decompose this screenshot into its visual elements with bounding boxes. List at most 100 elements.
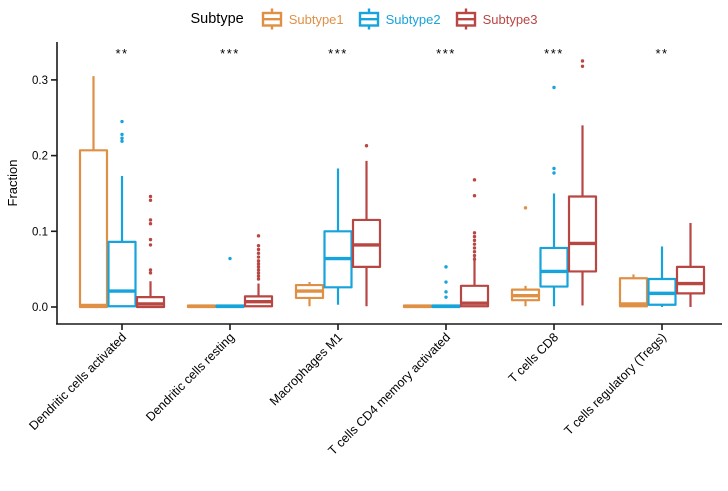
box-subtype1-cat6 — [618, 274, 649, 308]
outlier-point — [472, 178, 477, 182]
box-subtype2-cat4 — [431, 265, 461, 309]
x-category-label: T cells CD4 memory activated — [325, 330, 453, 458]
outlier-point — [148, 194, 153, 199]
legend-item-subtype1: Subtype1 — [260, 7, 344, 31]
legend-label: Subtype1 — [288, 11, 344, 27]
box-subtype2-cat6 — [647, 246, 677, 307]
y-tick-label: 0.3 — [32, 75, 48, 87]
outlier-point — [472, 253, 477, 258]
outlier-point — [444, 280, 448, 284]
box-subtype1-cat3 — [294, 282, 325, 307]
significance-stars: *** — [328, 46, 348, 61]
iqr-box — [135, 296, 166, 309]
outlier-point — [472, 246, 477, 250]
outlier-point — [256, 255, 261, 259]
outlier-point — [364, 144, 369, 148]
outlier-point — [256, 243, 261, 248]
box-subtype2-cat5 — [539, 85, 569, 307]
outlier-point — [444, 265, 448, 269]
significance-stars: ** — [655, 46, 668, 61]
box-subtype2-cat2 — [215, 256, 245, 309]
outlier-point — [444, 295, 448, 299]
box-subtype2-cat3 — [323, 168, 353, 305]
outlier-point — [472, 234, 477, 239]
legend-item-subtype3: Subtype3 — [454, 7, 538, 31]
outlier-point — [148, 198, 153, 202]
box-subtype1-cat1 — [78, 76, 109, 309]
outlier-point — [148, 237, 153, 242]
iqr-box — [675, 265, 706, 295]
outlier-point — [256, 247, 261, 252]
significance-stars: *** — [220, 46, 240, 61]
x-category-label: Macrophages M1 — [267, 330, 345, 408]
outlier-point — [120, 119, 124, 124]
outlier-point — [472, 231, 477, 235]
iqr-box — [107, 240, 137, 308]
outlier-point — [256, 271, 261, 275]
outlier-point — [256, 259, 261, 263]
y-tick-label: 0.2 — [32, 151, 48, 163]
outlier-point — [580, 59, 585, 63]
x-category-label: T cells regulatory (Tregs) — [561, 330, 669, 438]
outlier-point — [120, 139, 124, 143]
iqr-box — [459, 284, 490, 308]
outlier-point — [256, 262, 261, 266]
outlier-point — [552, 85, 556, 90]
box-subtype3-cat6 — [675, 222, 706, 307]
box-subtype1-cat5 — [510, 206, 541, 307]
outlier-point — [148, 243, 153, 247]
legend-title: Subtype — [190, 11, 244, 27]
outlier-point — [120, 132, 124, 137]
outlier-point — [148, 268, 153, 272]
outlier-point — [472, 250, 477, 254]
outlier-point — [148, 222, 153, 226]
outlier-point — [472, 242, 477, 246]
outlier-point — [444, 290, 448, 294]
box-subtype3-cat4 — [459, 178, 490, 308]
legend-label: Subtype2 — [385, 11, 441, 27]
box-subtype1-cat2 — [186, 304, 217, 309]
boxplot-key-icon — [358, 8, 379, 30]
iqr-box — [539, 246, 569, 288]
outlier-point — [552, 166, 556, 171]
box-subtype3-cat3 — [351, 144, 382, 307]
legend-item-subtype2: Subtype2 — [357, 7, 441, 31]
outlier-point — [148, 271, 153, 275]
box-subtype2-cat1 — [107, 119, 137, 308]
outlier-point — [256, 277, 261, 281]
box-subtype3-cat1 — [135, 194, 166, 309]
y-tick-label: 0.1 — [32, 226, 48, 238]
significance-stars: ** — [115, 46, 128, 61]
legend-label: Subtype3 — [482, 11, 538, 27]
x-category-label: Dendritic cells activated — [26, 330, 129, 433]
x-category-label: Dendritic cells resting — [143, 330, 237, 424]
outlier-point — [552, 171, 556, 175]
box-subtype1-cat4 — [402, 304, 433, 309]
outlier-point — [580, 64, 585, 68]
outlier-point — [256, 251, 261, 255]
legend: Subtype Subtype1 Subtype2 — [0, 5, 728, 33]
outlier-point — [256, 268, 261, 272]
boxplot-key-icon — [455, 8, 476, 30]
box-subtype3-cat2 — [243, 234, 274, 308]
significance-stars: *** — [436, 46, 456, 61]
box-subtype3-cat5 — [567, 59, 598, 306]
outlier-point — [472, 194, 477, 198]
outlier-point — [472, 257, 477, 262]
outlier-point — [472, 238, 477, 243]
boxplot-key-icon — [261, 8, 282, 30]
outlier-point — [120, 136, 124, 140]
iqr-box — [78, 149, 109, 309]
significance-stars: *** — [544, 46, 564, 61]
outlier-point — [256, 274, 261, 278]
y-axis-label: Fraction — [5, 160, 20, 207]
outlier-point — [256, 265, 261, 269]
outlier-point — [523, 206, 528, 210]
outlier-point — [228, 256, 232, 261]
y-tick-label: 0.0 — [32, 302, 48, 314]
iqr-box — [567, 195, 598, 273]
iqr-box — [618, 277, 649, 308]
x-category-label: T cells CD8 — [506, 330, 561, 385]
